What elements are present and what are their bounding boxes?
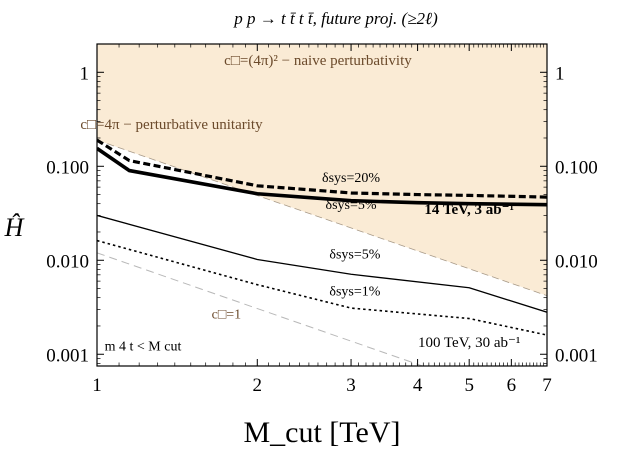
annotation: 100 TeV, 30 ab⁻¹ bbox=[418, 335, 520, 351]
x-tick-label: 7 bbox=[542, 375, 552, 396]
annotation: δsys=1% bbox=[329, 285, 380, 300]
y-tick-label: 0.010 bbox=[46, 251, 89, 272]
annotation: c□=1 bbox=[212, 308, 242, 323]
x-tick-label: 1 bbox=[92, 375, 102, 396]
x-tick-label: 6 bbox=[507, 375, 517, 396]
annotation: c□=(4π)² − naive perturbativity bbox=[224, 53, 412, 69]
y-tick-label-right: 0.100 bbox=[555, 157, 598, 178]
y-tick-label-right: 0.010 bbox=[555, 251, 598, 272]
region-2 bbox=[97, 44, 547, 296]
y-tick-label: 0.001 bbox=[46, 345, 89, 366]
annotation: m 4 t < M cut bbox=[105, 339, 182, 354]
series-line-3 bbox=[97, 214, 547, 313]
x-tick-label: 5 bbox=[464, 375, 474, 396]
annotation: δsys=5% bbox=[329, 247, 380, 262]
chart-title: p p → t t̄ t t̄, future proj. (≥2ℓ) bbox=[233, 9, 438, 28]
annotation: c□=4π − perturbative unitarity bbox=[80, 117, 263, 133]
region-boundary-2 bbox=[97, 139, 547, 297]
series-line-5 bbox=[97, 252, 425, 366]
series-line-1 bbox=[97, 138, 547, 199]
series-line-4 bbox=[97, 239, 547, 336]
y-tick-label: 1 bbox=[80, 63, 90, 84]
x-axis-label: M_cut [TeV] bbox=[243, 416, 400, 449]
y-tick-label-right: 1 bbox=[555, 63, 565, 84]
x-tick-label: 3 bbox=[346, 375, 356, 396]
annotation: δsys=5% bbox=[326, 198, 377, 213]
x-tick-label: 2 bbox=[253, 375, 263, 396]
annotation: δsys=20% bbox=[322, 171, 380, 186]
y-tick-label: 0.100 bbox=[46, 157, 89, 178]
x-tick-label: 4 bbox=[413, 375, 423, 396]
y-axis-label: Ĥ bbox=[4, 213, 25, 242]
annotation: 14 TeV, 3 ab⁻¹ bbox=[424, 202, 514, 218]
plot-frame bbox=[96, 43, 548, 367]
y-tick-label-right: 0.001 bbox=[555, 345, 598, 366]
series-line-2 bbox=[97, 146, 547, 207]
